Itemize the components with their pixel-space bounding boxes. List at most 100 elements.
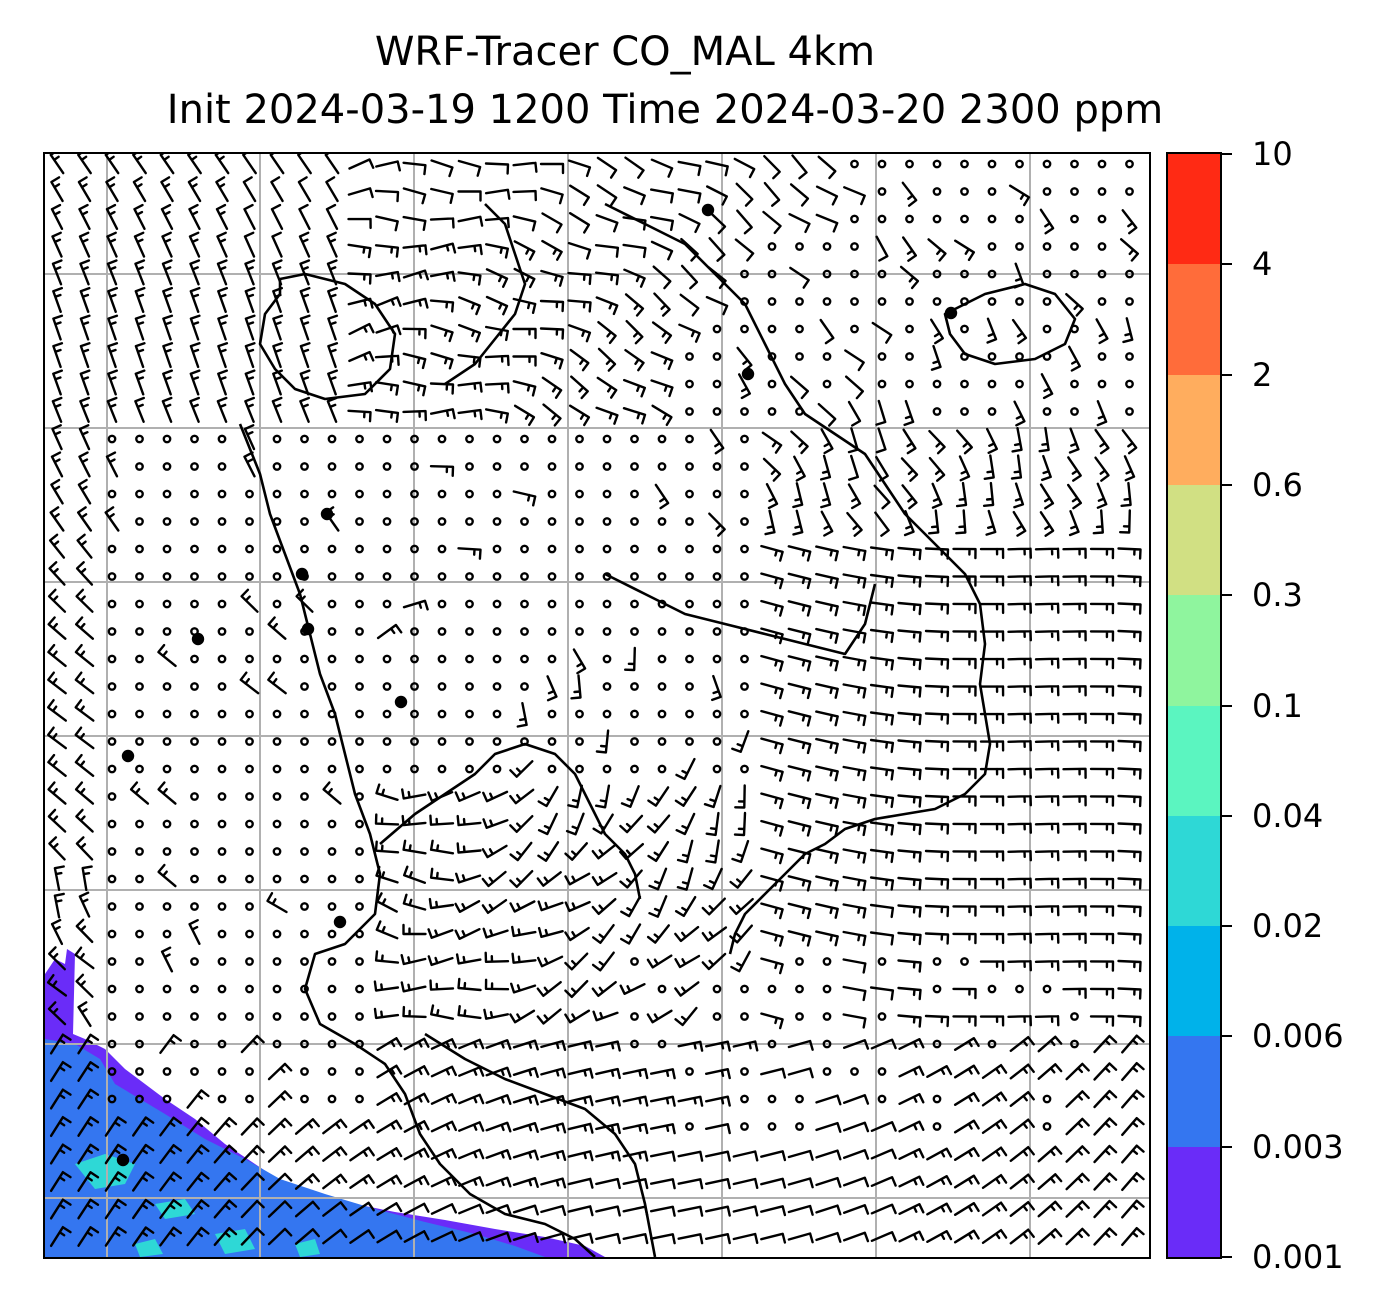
- wind-barb: [924, 712, 950, 725]
- calm-wind-marker: [740, 324, 749, 334]
- calm-wind-marker: [712, 572, 722, 581]
- calm-wind-marker: [245, 764, 254, 774]
- wind-barb: [74, 753, 95, 777]
- calm-wind-marker: [245, 819, 254, 829]
- wind-barb: [1062, 822, 1087, 834]
- wind-barb: [871, 321, 893, 344]
- calm-wind-marker: [162, 709, 172, 719]
- wind-barb: [428, 897, 455, 910]
- calm-wind-marker: [547, 709, 557, 719]
- calm-wind-marker: [107, 1067, 117, 1076]
- wind-barb: [77, 478, 92, 505]
- wind-barb: [1089, 685, 1115, 697]
- wind-barb: [842, 655, 867, 672]
- wind-barb: [622, 1233, 649, 1245]
- calm-wind-marker: [135, 902, 144, 911]
- wind-barb: [47, 616, 67, 640]
- wind-barb: [729, 897, 754, 916]
- wind-barb: [622, 1150, 649, 1162]
- calm-wind-marker: [300, 709, 309, 719]
- wind-barb: [981, 1064, 1008, 1079]
- wind-barb: [484, 188, 511, 200]
- wind-barb: [815, 1204, 842, 1216]
- calm-wind-marker: [162, 627, 172, 636]
- wind-barb: [924, 794, 950, 808]
- calm-wind-marker: [190, 489, 199, 499]
- wind-barb: [596, 156, 618, 179]
- wind-barb: [897, 766, 922, 781]
- wind-barb: [402, 1005, 427, 1019]
- calm-wind-marker: [905, 297, 914, 306]
- calm-wind-marker: [822, 352, 832, 361]
- wind-barb: [53, 865, 65, 891]
- wind-barb: [650, 1178, 676, 1190]
- calm-wind-marker: [657, 764, 667, 774]
- title-line-1: WRF-Tracer CO_MAL 4km: [374, 29, 876, 75]
- calm-wind-marker: [135, 737, 144, 746]
- wind-barb: [512, 355, 537, 367]
- coastline-river-mouth: [444, 203, 527, 386]
- wind-barb: [674, 954, 701, 969]
- wind-barb: [376, 1229, 403, 1244]
- calm-wind-marker: [410, 434, 419, 444]
- colorbar-tick: [1222, 483, 1232, 486]
- wind-barb: [217, 342, 229, 369]
- wind-barb: [79, 342, 91, 369]
- calm-wind-marker: [190, 1067, 199, 1076]
- wind-barb: [761, 431, 783, 454]
- wind-barb: [953, 1174, 980, 1189]
- wind-barb: [843, 1039, 870, 1050]
- calm-wind-marker: [712, 654, 722, 664]
- wind-barb: [815, 655, 839, 672]
- wind-barb: [484, 951, 510, 963]
- wind-barb: [374, 244, 400, 258]
- colorbar-tick: [1222, 263, 1232, 266]
- colorbar-tick: [1222, 704, 1232, 707]
- wind-barb: [842, 820, 867, 837]
- wind-barb: [159, 1144, 182, 1164]
- calm-wind-marker: [932, 159, 942, 169]
- wind-barb: [267, 1227, 293, 1246]
- wind-barb: [47, 753, 67, 777]
- coastline-east-island: [943, 282, 1077, 366]
- wind-barb: [216, 231, 228, 258]
- wind-barb: [979, 575, 1005, 587]
- calm-wind-marker: [685, 1067, 694, 1076]
- calm-wind-marker: [685, 572, 694, 581]
- wind-barb: [485, 1094, 512, 1105]
- calm-wind-marker: [355, 792, 364, 801]
- wind-barb: [401, 788, 427, 800]
- city-marker: [121, 749, 135, 763]
- wind-barb: [624, 293, 645, 317]
- coastline-gulf: [379, 742, 642, 900]
- calm-wind-marker: [1042, 297, 1052, 306]
- wind-barb: [592, 813, 614, 835]
- wind-barb: [48, 946, 66, 971]
- wind-barb: [952, 657, 977, 670]
- wind-barb: [845, 375, 864, 400]
- wind-barb: [484, 978, 510, 991]
- wind-barb: [294, 1173, 320, 1190]
- wind-barb: [842, 765, 867, 782]
- calm-wind-marker: [602, 709, 612, 719]
- wind-barb: [325, 176, 339, 203]
- wind-barb: [1121, 1062, 1145, 1081]
- wind-barb: [512, 161, 538, 173]
- calm-wind-marker: [107, 1039, 117, 1049]
- wind-barb: [924, 684, 950, 698]
- wind-barb: [537, 926, 564, 938]
- colorbar-band: [1168, 815, 1220, 928]
- wind-barb: [1093, 1227, 1118, 1246]
- wind-barb: [347, 272, 372, 285]
- wind-barb: [729, 869, 753, 889]
- wind-barb: [374, 354, 400, 366]
- wind-barb: [75, 918, 94, 944]
- wind-barb: [731, 839, 750, 864]
- calm-wind-marker: [657, 984, 667, 994]
- calm-wind-marker: [162, 764, 172, 774]
- wind-barb: [1117, 657, 1142, 670]
- wind-barb: [953, 1229, 980, 1244]
- calm-wind-marker: [217, 902, 227, 911]
- city-marker: [295, 567, 309, 581]
- wind-barb: [267, 671, 287, 695]
